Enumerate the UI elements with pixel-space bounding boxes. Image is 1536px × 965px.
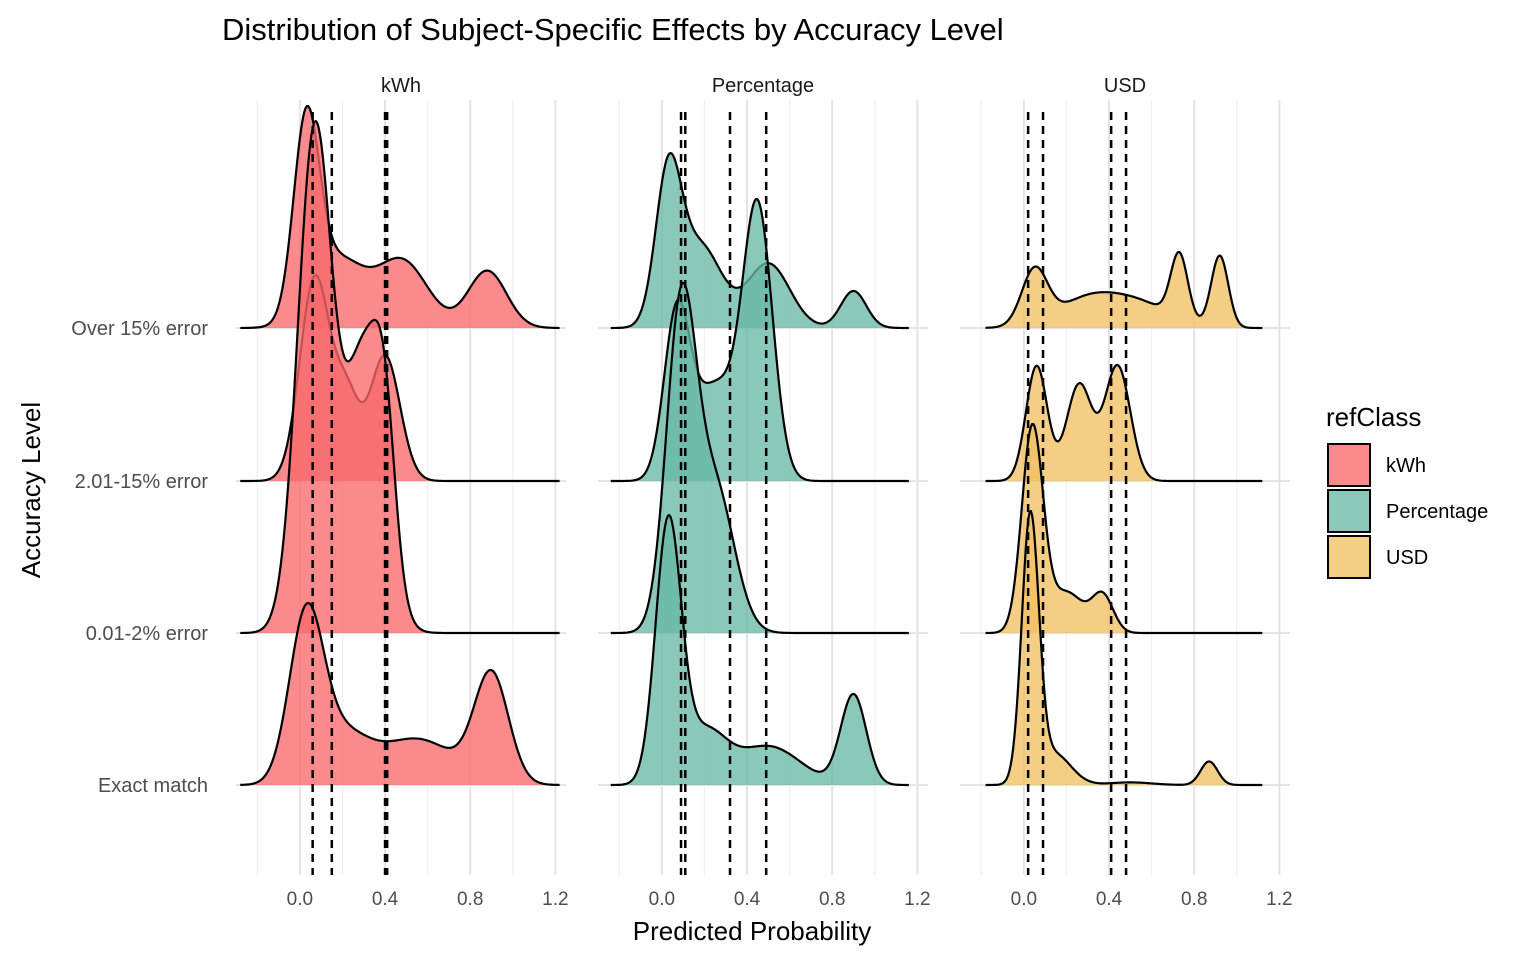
ridge-kwh-0-01-2-error xyxy=(240,121,560,633)
x-tick-label: 0.0 xyxy=(649,889,675,910)
legend-key xyxy=(1327,489,1371,533)
ridge-outline-percentage-0-01-2-error xyxy=(610,281,909,635)
ridge-outline-kwh-exact-match xyxy=(240,601,560,787)
x-tick-label: 0.8 xyxy=(1181,889,1207,910)
x-tick-label: 1.2 xyxy=(542,889,568,910)
x-tick-label: 0.4 xyxy=(734,889,761,910)
x-tick-label: 0.0 xyxy=(287,889,313,910)
legend: kWh Percentage USD xyxy=(1327,443,1488,579)
facet-label-kwh: kWh xyxy=(381,75,421,97)
x-tick-label: 0.8 xyxy=(457,889,483,910)
ridge-outline-usd-2-01-15-error xyxy=(985,363,1263,483)
y-tick-label: Exact match xyxy=(98,775,208,797)
y-tick-label: Over 15% error xyxy=(71,318,208,340)
legend-label: Percentage xyxy=(1386,501,1488,523)
legend-key xyxy=(1327,443,1371,487)
x-axis-label: Predicted Probability xyxy=(633,916,871,946)
x-tick-label: 0.8 xyxy=(819,889,845,910)
y-axis-label: Accuracy Level xyxy=(16,402,46,578)
x-tick-label: 1.2 xyxy=(904,889,930,910)
ridge-outline-usd-0-01-2-error xyxy=(985,422,1263,635)
ridge-outline-usd-over-15-error xyxy=(985,250,1263,330)
ridge-kwh-exact-match xyxy=(240,603,560,785)
legend-label: kWh xyxy=(1386,455,1426,477)
ridge-outline-kwh-0-01-2-error xyxy=(240,119,560,635)
legend-title: refClass xyxy=(1326,402,1421,432)
ridge-outline-percentage-exact-match xyxy=(610,513,909,787)
x-tick-label: 0.4 xyxy=(372,889,399,910)
ridge-outline-percentage-2-01-15-error xyxy=(610,197,909,483)
facet-label-usd: USD xyxy=(1104,75,1146,97)
x-tick-label: 1.2 xyxy=(1266,889,1292,910)
legend-label: USD xyxy=(1386,547,1428,569)
chart-title: Distribution of Subject-Specific Effects… xyxy=(222,12,1004,47)
ridge-usd-over-15-error xyxy=(985,252,1263,328)
ridge-usd-2-01-15-error xyxy=(985,365,1263,481)
y-tick-label: 2.01-15% error xyxy=(75,471,209,493)
ridge-outline-usd-exact-match xyxy=(985,509,1263,787)
legend-key xyxy=(1327,535,1371,579)
plot-area: kWh 0.0 0.4 0.8 1.2 Percentage 0.0 0.4 0.8 1.2 USD… xyxy=(71,75,1292,910)
facet-label-percentage: Percentage xyxy=(712,75,814,97)
ridge-kwh-over-15-error xyxy=(240,106,560,328)
x-tick-label: 0.0 xyxy=(1011,889,1037,910)
ridge-outline-kwh-over-15-error xyxy=(240,104,560,330)
y-tick-label: 0.01-2% error xyxy=(86,623,209,645)
x-tick-label: 0.4 xyxy=(1096,889,1123,910)
